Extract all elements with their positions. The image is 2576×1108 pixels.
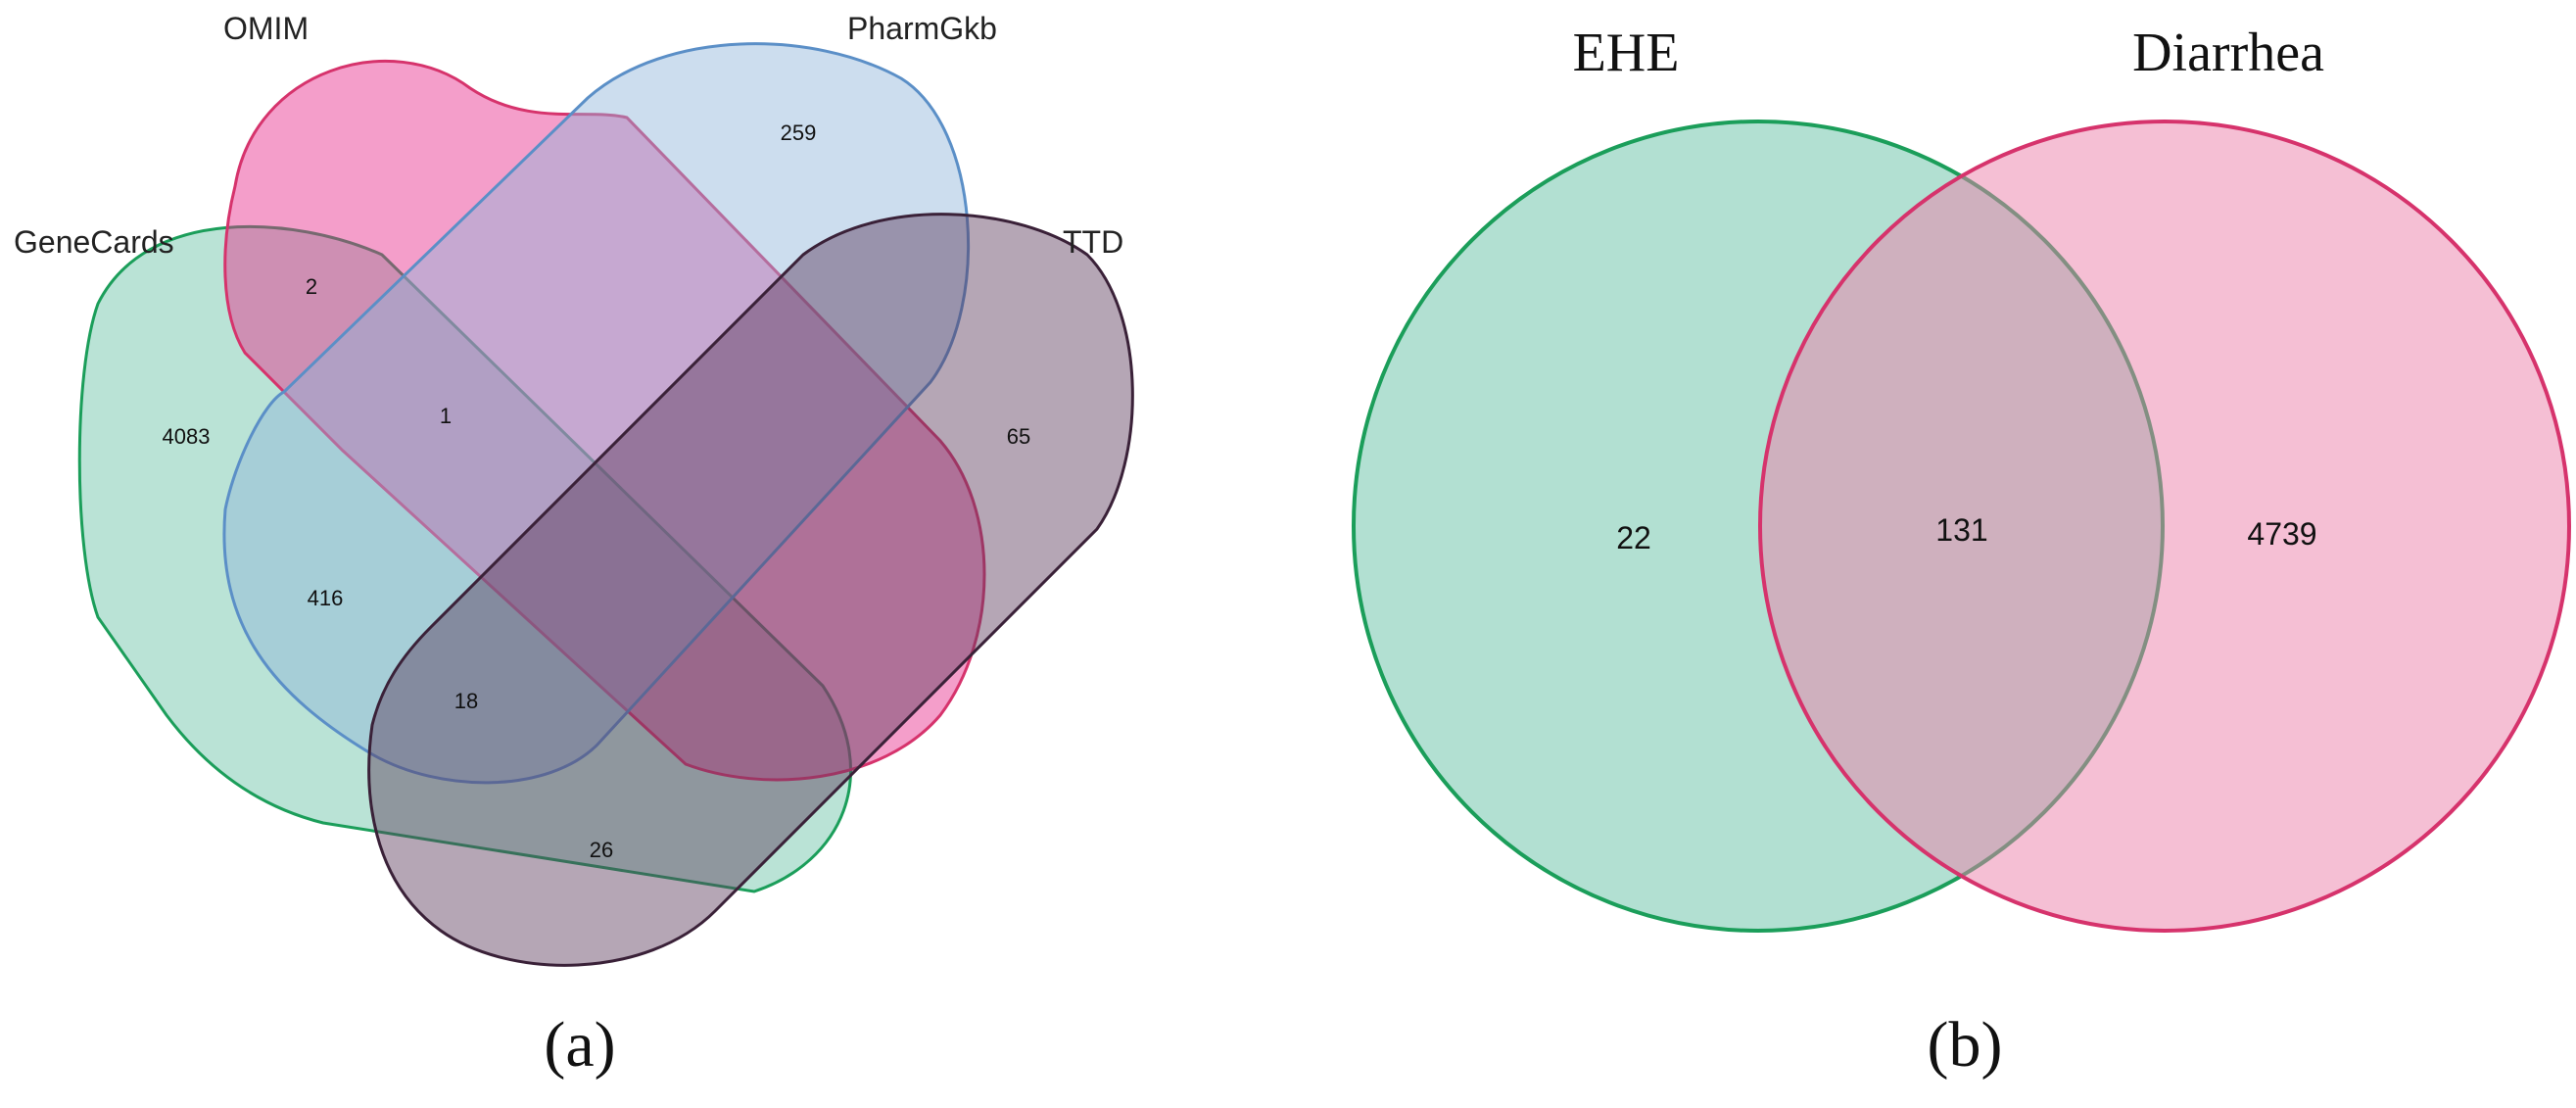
venn-set-diarrhea bbox=[1758, 120, 2571, 933]
venn-set-pharmgkb bbox=[222, 42, 970, 785]
venn-label-ttd: TTD bbox=[1063, 224, 1123, 260]
count-genecards-omim: 2 bbox=[306, 274, 317, 299]
panel-letter-b: (b) bbox=[1928, 1009, 2003, 1081]
venn-label-pharmgkb: PharmGkb bbox=[847, 11, 997, 46]
count-genecards-pharmgkb: 416 bbox=[308, 586, 344, 610]
count-genecards-pharmgkb-ttd: 18 bbox=[454, 689, 478, 713]
venn-title-diarrhea: Diarrhea bbox=[2132, 23, 2324, 83]
count-genecards-ttd: 26 bbox=[590, 838, 613, 862]
count-ehe-only: 22 bbox=[1616, 520, 1651, 555]
count-ehe-diarrhea: 131 bbox=[1935, 512, 1987, 548]
panel-a: GeneCards OMIM PharmGkb TTD 4083 2 1 416… bbox=[14, 11, 1134, 1081]
panel-b: EHE Diarrhea 22 131 4739 (b) bbox=[1352, 23, 2571, 1081]
count-ttd-only: 65 bbox=[1007, 424, 1030, 449]
count-genecards-only: 4083 bbox=[163, 424, 211, 449]
count-diarrhea-only: 4739 bbox=[2247, 516, 2316, 552]
count-genecards-omim-pharmgkb: 1 bbox=[440, 404, 452, 428]
count-pharmgkb-only: 259 bbox=[781, 120, 817, 145]
venn-set-omim bbox=[223, 59, 986, 782]
venn-set-genecards bbox=[77, 224, 853, 893]
venn-set-ttd bbox=[367, 213, 1134, 967]
venn-title-ehe: EHE bbox=[1573, 23, 1680, 83]
panel-letter-a: (a) bbox=[544, 1009, 615, 1081]
venn-label-genecards: GeneCards bbox=[14, 224, 174, 260]
venn-label-omim: OMIM bbox=[223, 11, 309, 46]
